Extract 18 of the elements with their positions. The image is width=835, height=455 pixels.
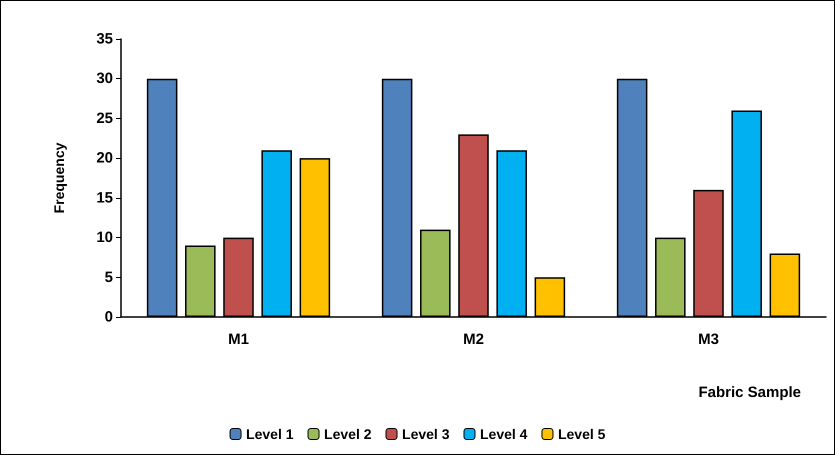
y-tick-label: 30 xyxy=(96,70,113,88)
legend-label: Level 4 xyxy=(480,426,528,442)
y-tick-label: 5 xyxy=(104,268,113,286)
legend-label: Level 3 xyxy=(402,426,450,442)
legend-label: Level 5 xyxy=(558,426,606,442)
y-tick-label: 20 xyxy=(96,150,113,167)
x-tick-label: M1 xyxy=(228,331,249,348)
y-tick-label: 0 xyxy=(104,308,113,326)
x-tick-label: M2 xyxy=(463,331,484,348)
x-tick-label: M3 xyxy=(698,331,719,348)
x-axis-title: Fabric Sample xyxy=(698,384,801,401)
y-tick-label: 15 xyxy=(96,189,113,206)
y-tick-label: 10 xyxy=(96,229,113,246)
legend-label: Level 1 xyxy=(246,426,294,442)
legend-label: Level 2 xyxy=(324,426,372,442)
y-tick-label: 35 xyxy=(96,30,113,48)
y-tick-label: 25 xyxy=(96,110,113,127)
y-axis-title: Frequency xyxy=(51,142,67,214)
